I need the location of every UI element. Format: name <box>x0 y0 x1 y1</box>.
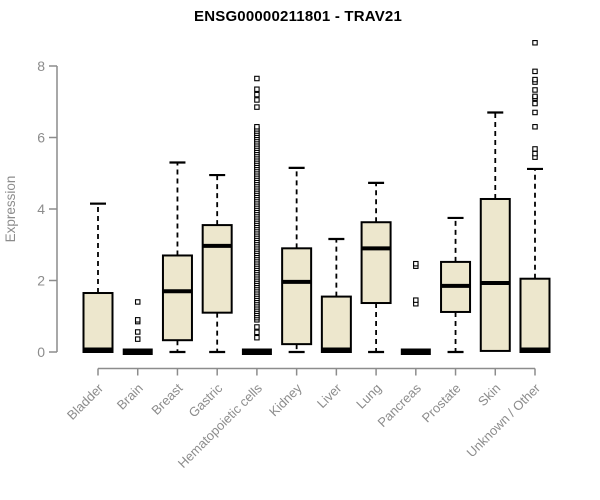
outlier-hematopoietic-cells <box>254 86 260 92</box>
x-tick-label-breast: Breast <box>148 380 185 417</box>
outlier-brain <box>134 336 141 342</box>
box-breast <box>161 254 193 342</box>
outlier-pancreas <box>413 260 419 267</box>
x-tick-label-lung: Lung <box>353 381 384 412</box>
collapsed-box-pancreas <box>400 348 431 355</box>
outlier-hematopoietic-cells <box>254 329 260 336</box>
outlier-hematopoietic-cells <box>254 124 260 130</box>
outlier-hematopoietic-cells <box>254 75 260 82</box>
x-tick-label-prostate: Prostate <box>419 381 464 426</box>
outlier-brain <box>134 317 141 323</box>
y-tick-label: 4 <box>37 201 45 217</box>
outlier-hematopoietic-cells <box>254 91 260 98</box>
box-unknown-other <box>519 277 551 353</box>
outlier-unknown-other <box>532 150 538 157</box>
y-tick-label: 8 <box>37 58 45 74</box>
outlier-hematopoietic-cells <box>254 97 260 103</box>
x-tick-label-bladder: Bladder <box>64 380 107 423</box>
chart-title: ENSG00000211801 - TRAV21 <box>194 8 402 25</box>
x-tick-label-liver: Liver <box>314 380 345 411</box>
outlier-unknown-other <box>532 93 538 100</box>
x-tick-label-unknown-other: Unknown / Other <box>464 380 544 460</box>
outlier-unknown-other <box>532 40 538 46</box>
box-bladder <box>82 292 114 354</box>
box-liver <box>320 295 352 353</box>
outlier-unknown-other <box>532 146 538 152</box>
outlier-hematopoietic-cells <box>254 324 260 330</box>
collapsed-box-hematopoietic-cells <box>241 348 272 355</box>
outlier-unknown-other <box>532 87 538 93</box>
box-gastric <box>201 224 233 314</box>
outlier-brain <box>134 299 141 305</box>
y-axis-label: Expression <box>3 176 18 243</box>
y-tick-label: 0 <box>37 344 45 360</box>
y-tick-label: 6 <box>37 130 45 146</box>
y-tick-label: 2 <box>37 273 45 289</box>
x-tick-label-brain: Brain <box>114 381 146 413</box>
x-tick-label-kidney: Kidney <box>266 380 305 419</box>
outlier-pancreas <box>413 297 419 303</box>
outlier-unknown-other <box>532 68 538 75</box>
box-kidney <box>281 247 313 346</box>
outlier-brain <box>134 329 141 335</box>
box-lung <box>360 221 392 305</box>
outlier-hematopoietic-cells <box>254 104 260 110</box>
outlier-unknown-other <box>532 109 538 116</box>
box-skin <box>479 197 511 352</box>
x-tick-label-pancreas: Pancreas <box>374 380 424 430</box>
outlier-unknown-other <box>532 100 538 107</box>
x-tick-label-skin: Skin <box>475 381 503 409</box>
collapsed-box-brain <box>122 348 153 355</box>
outlier-unknown-other <box>532 76 538 83</box>
outlier-hematopoietic-cells <box>254 334 260 341</box>
outlier-unknown-other <box>532 124 538 130</box>
